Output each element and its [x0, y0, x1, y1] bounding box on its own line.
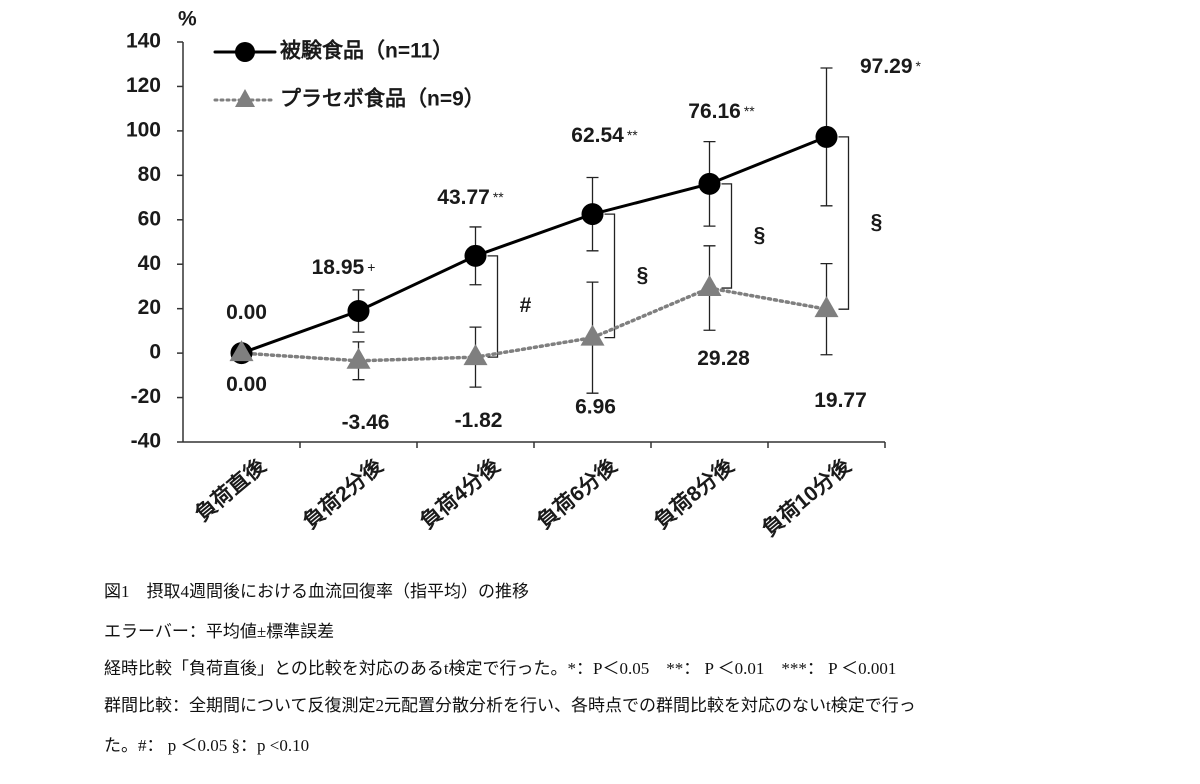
- comparison-bracket: [838, 136, 850, 310]
- y-tick-label: 100: [126, 118, 161, 141]
- data-label-value: -1.82: [455, 409, 503, 432]
- x-tick-label: 負荷8分後: [650, 453, 739, 534]
- comparison-label: §: [637, 263, 649, 286]
- data-label: 19.77: [814, 389, 867, 412]
- comparison-label: §: [754, 224, 766, 247]
- significance-mark: *: [916, 58, 922, 74]
- data-label: 76.16 **: [688, 99, 755, 122]
- data-label-value: 97.29: [860, 54, 913, 77]
- data-label-value: 18.95: [312, 256, 365, 279]
- caption-line: エラーバー：平均値±標準誤差: [104, 622, 334, 641]
- data-label: 0.00: [226, 373, 267, 396]
- y-tick-label: 140: [126, 30, 161, 53]
- point: [229, 340, 254, 362]
- data-label-value: 76.16: [688, 99, 741, 122]
- point: [581, 203, 604, 226]
- data-label: 97.29 *: [860, 54, 922, 77]
- point: [814, 296, 839, 318]
- y-tick-label: -20: [131, 385, 161, 408]
- x-tick-label: 負荷直後: [191, 453, 272, 526]
- series-line: [240, 135, 828, 355]
- y-axis-label: %: [178, 8, 197, 31]
- x-tick-label: 負荷2分後: [299, 453, 388, 534]
- caption-line: た。#： p ＜0.05 §：p <0.10: [104, 736, 309, 755]
- data-label-value: 6.96: [575, 395, 616, 418]
- data-label: 62.54 **: [571, 124, 638, 147]
- significance-mark: +: [367, 259, 375, 275]
- point: [464, 244, 487, 267]
- point: [698, 172, 721, 195]
- y-tick-label: 40: [138, 252, 161, 275]
- data-label: 29.28: [697, 347, 750, 370]
- data-label: -1.82: [455, 409, 503, 432]
- significance-mark: **: [493, 189, 504, 205]
- legend-marker: [235, 89, 255, 107]
- point: [580, 324, 605, 346]
- data-label: 6.96: [575, 395, 616, 418]
- caption-line: 図1 摂取4週間後における血流回復率（指平均）の推移: [104, 582, 529, 601]
- legend-marker: [235, 42, 255, 62]
- data-label-value: 0.00: [226, 301, 267, 324]
- significance-mark: **: [744, 103, 755, 119]
- significance-mark: **: [627, 127, 638, 143]
- legend-label: 被験食品（n=11）: [280, 39, 453, 63]
- y-tick-label: 120: [126, 74, 161, 97]
- data-label-value: 62.54: [571, 124, 624, 147]
- caption-line: 群間比較：全期間について反復測定2元配置分散分析を行い、各時点での群間比較を対応…: [104, 696, 916, 715]
- comparison-label: #: [520, 294, 532, 317]
- caption-line: 経時比較「負荷直後」との比較を対応のあるt検定で行った。*：P＜0.05 **：…: [104, 659, 896, 678]
- series-line: [239, 286, 829, 363]
- data-label: -3.46: [342, 410, 390, 433]
- data-label: 43.77 **: [437, 185, 504, 208]
- point: [347, 300, 370, 322]
- point: [346, 347, 371, 369]
- comparison-bracket: [604, 213, 616, 339]
- data-label-value: -3.46: [342, 410, 390, 433]
- data-label: 18.95 +: [312, 256, 376, 279]
- x-tick-label: 負荷4分後: [416, 453, 505, 534]
- y-tick-label: 0: [149, 341, 161, 364]
- data-label-value: 19.77: [814, 389, 867, 412]
- data-label: 0.00: [226, 301, 267, 324]
- data-label-value: 29.28: [697, 347, 750, 370]
- y-tick-label: -40: [131, 430, 161, 453]
- comparison-bracket: [487, 255, 499, 358]
- x-tick-label: 負荷6分後: [533, 453, 622, 534]
- y-tick-label: 80: [138, 163, 161, 186]
- legend-label: プラセボ食品（n=9）: [280, 87, 485, 111]
- data-label-value: 0.00: [226, 373, 267, 396]
- y-tick-label: 60: [138, 207, 161, 230]
- x-tick-label: 負荷10分後: [758, 453, 856, 541]
- point: [463, 344, 488, 366]
- point: [697, 275, 722, 297]
- comparison-bracket: [721, 183, 733, 289]
- comparison-label: §: [871, 211, 883, 234]
- data-label-value: 43.77: [437, 185, 490, 208]
- y-tick-label: 20: [138, 296, 161, 319]
- point: [815, 125, 838, 148]
